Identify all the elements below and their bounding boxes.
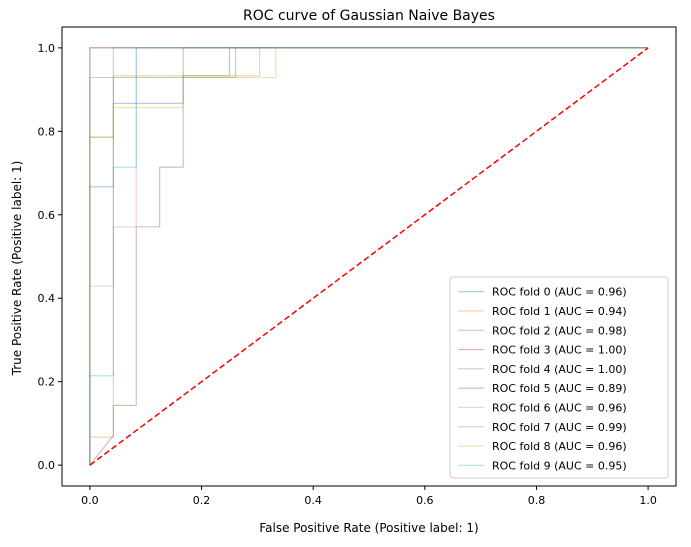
chance-diagonal-line	[89, 47, 649, 466]
legend-entry-label: ROC fold 4 (AUC = 1.00)	[492, 363, 627, 376]
legend-entry-label: ROC fold 7 (AUC = 0.99)	[492, 421, 627, 434]
y-tick-label: 0.4	[38, 292, 56, 305]
x-tick-label: 1.0	[639, 494, 657, 507]
y-tick-label: 1.0	[38, 42, 56, 55]
legend-entry-label: ROC fold 2 (AUC = 0.98)	[492, 324, 627, 337]
legend-box	[449, 276, 669, 479]
legend-entry-label: ROC fold 5 (AUC = 0.89)	[492, 382, 627, 395]
legend: ROC fold 0 (AUC = 0.96) ROC fold 1 (AUC =…	[449, 276, 669, 479]
roc-curve-fold-9	[89, 47, 649, 466]
x-tick-label: 0.0	[81, 494, 99, 507]
axes-frame	[61, 26, 677, 487]
legend-entry-label: ROC fold 8 (AUC = 0.96)	[492, 440, 627, 453]
plot-area: 0.0 0.2 0.4 0.6 0.8 1.0 0.0 0.2 0.4 0.6 0.8 1.0	[38, 26, 677, 507]
roc-curve-fold-3	[89, 47, 649, 466]
roc-curve-fold-4	[89, 47, 649, 466]
legend-entry-label: ROC fold 3 (AUC = 1.00)	[492, 344, 627, 357]
chart-title: ROC curve of Gaussian Naive Bayes	[243, 8, 495, 24]
y-tick-label: 0.2	[38, 376, 56, 389]
x-axis-label: False Positive Rate (Positive label: 1)	[259, 521, 478, 535]
roc-curve-fold-0	[89, 47, 649, 466]
x-tick-label: 0.2	[193, 494, 211, 507]
legend-entry-label: ROC fold 0 (AUC = 0.96)	[492, 286, 627, 299]
roc-curve-fold-8	[89, 47, 649, 466]
roc-curve-fold-6	[89, 47, 649, 466]
x-tick-label: 0.4	[304, 494, 322, 507]
y-axis-label: True Positive Rate (Positive label: 1)	[10, 161, 24, 377]
roc-curve-fold-1	[89, 47, 649, 466]
y-tick-label: 0.6	[38, 209, 56, 222]
x-tick-label: 0.6	[416, 494, 434, 507]
legend-entry-label: ROC fold 6 (AUC = 0.96)	[492, 401, 627, 414]
y-tick-label: 0.0	[38, 459, 56, 472]
roc-curve-fold-7	[89, 47, 649, 466]
y-tick-label: 0.8	[38, 125, 56, 138]
legend-entry-label: ROC fold 9 (AUC = 0.95)	[492, 459, 627, 472]
roc-curve-fold-5	[89, 47, 649, 466]
x-tick-label: 0.8	[528, 494, 546, 507]
legend-entry-label: ROC fold 1 (AUC = 0.94)	[492, 305, 627, 318]
roc-curve-fold-2	[89, 47, 649, 466]
